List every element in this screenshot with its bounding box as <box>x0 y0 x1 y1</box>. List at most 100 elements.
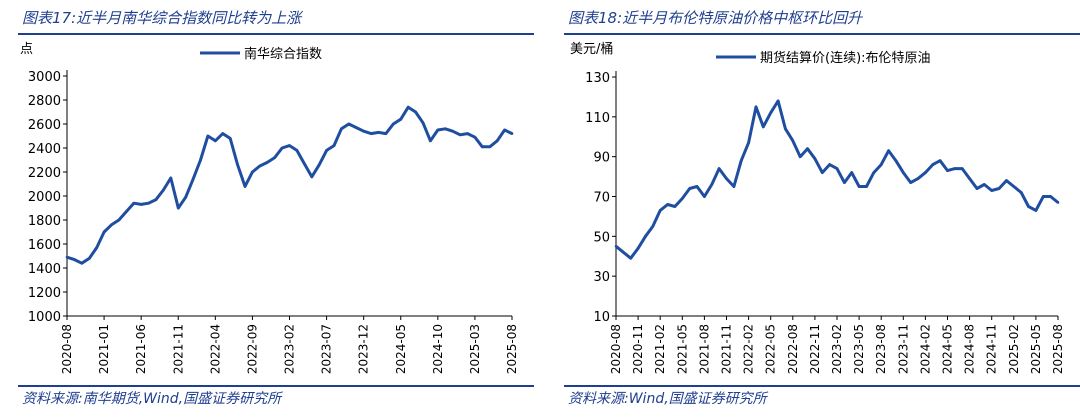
data-point <box>340 127 343 131</box>
data-point <box>725 177 728 180</box>
x-tick-label: 2021-08 <box>697 324 711 374</box>
y-tick-label: 2400 <box>28 142 61 157</box>
data-point <box>347 122 351 126</box>
x-tick-label: 2022-02 <box>742 324 756 374</box>
legend-label: 期货结算价(连续):布伦特原油 <box>760 50 931 66</box>
data-point <box>95 246 98 249</box>
y-tick-label: 30 <box>593 270 610 285</box>
data-point <box>362 129 365 133</box>
data-point <box>916 177 920 180</box>
data-point <box>495 139 499 143</box>
data-point <box>369 132 373 135</box>
data-point <box>791 139 795 143</box>
y-tick-label: 2800 <box>28 94 61 109</box>
data-point <box>332 144 336 147</box>
data-point <box>644 235 647 238</box>
data-point <box>399 117 403 121</box>
data-point <box>953 167 957 170</box>
data-point <box>265 161 269 164</box>
data-point <box>1012 185 1016 188</box>
data-point <box>303 162 306 165</box>
data-point <box>688 187 691 190</box>
data-point <box>717 167 721 170</box>
data-point <box>280 146 284 150</box>
x-tick-label: 2024-10 <box>431 324 445 374</box>
x-tick-label: 2024-08 <box>963 324 977 374</box>
data-point <box>938 159 942 162</box>
data-point <box>1019 191 1023 194</box>
data-point <box>1049 195 1052 198</box>
data-point <box>843 181 846 184</box>
x-tick-label: 2021-11 <box>720 324 734 374</box>
x-tick-label: 2022-08 <box>786 324 800 374</box>
data-point <box>622 250 625 254</box>
data-point <box>835 167 839 170</box>
data-point <box>414 110 417 114</box>
data-point <box>132 201 136 205</box>
data-point <box>658 209 662 212</box>
data-point <box>1027 205 1030 208</box>
x-tick-label: 2025-08 <box>505 324 519 374</box>
data-point <box>968 177 971 180</box>
y-tick-label: 110 <box>585 111 610 126</box>
data-point <box>458 133 462 137</box>
data-point <box>636 246 640 250</box>
source-rule <box>18 385 534 387</box>
data-point <box>73 258 76 261</box>
y-tick-label: 1000 <box>28 310 61 325</box>
data-point <box>139 203 143 206</box>
data-point <box>997 187 1001 190</box>
data-point <box>902 171 905 174</box>
data-point <box>110 223 113 227</box>
data-point <box>125 210 128 213</box>
data-point <box>769 111 772 115</box>
data-point <box>206 134 210 138</box>
x-tick-label: 2021-11 <box>171 324 185 374</box>
data-point <box>154 198 158 201</box>
data-point <box>975 187 979 190</box>
data-point <box>703 195 706 198</box>
data-point <box>614 244 618 248</box>
data-point <box>960 167 964 170</box>
data-point <box>887 149 890 152</box>
x-tick-label: 2024-05 <box>941 324 955 374</box>
y-tick-label: 1200 <box>28 286 61 301</box>
data-point <box>872 171 876 174</box>
y-tick-label: 130 <box>585 71 610 86</box>
x-tick-label: 2021-05 <box>675 324 689 374</box>
x-tick-label: 2023-12 <box>357 324 371 374</box>
title-rule <box>564 33 1080 35</box>
data-point <box>295 149 299 152</box>
chart-source: 资料来源:南华期货,Wind,国盛证券研究所 <box>22 391 282 407</box>
x-tick-label: 2021-06 <box>134 324 148 374</box>
data-point <box>651 225 655 228</box>
data-point <box>169 176 173 180</box>
data-point <box>828 163 831 166</box>
data-point <box>629 256 633 260</box>
data-point <box>946 169 949 172</box>
data-point <box>288 144 291 147</box>
data-point <box>191 177 195 181</box>
x-tick-label: 2023-05 <box>852 324 866 374</box>
x-tick-label: 2022-04 <box>208 324 222 374</box>
x-tick-label: 2024-11 <box>985 324 999 374</box>
data-point <box>354 126 358 129</box>
data-point <box>392 122 395 126</box>
series-line <box>66 105 513 265</box>
data-point <box>857 185 861 188</box>
data-point <box>747 141 750 145</box>
data-point <box>695 185 699 188</box>
data-point <box>784 127 787 131</box>
data-point <box>406 105 410 109</box>
chart-title: 图表18:近半月布伦特原油价格中枢环比回升 <box>568 9 863 27</box>
data-point <box>1056 201 1060 204</box>
data-point <box>666 203 669 206</box>
data-point <box>214 139 217 143</box>
data-point <box>243 185 247 188</box>
data-point <box>739 159 743 162</box>
y-tick-label: 3000 <box>28 70 61 85</box>
x-tick-label: 2024-02 <box>918 324 932 374</box>
data-point <box>806 147 809 150</box>
data-point <box>510 132 514 135</box>
y-tick-label: 50 <box>593 230 610 245</box>
